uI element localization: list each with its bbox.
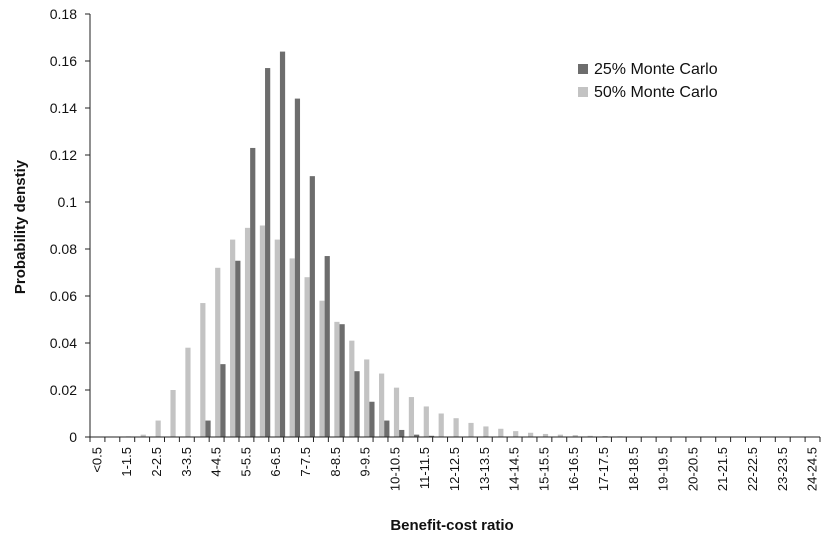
x-tick-label: 16-16.5 (566, 447, 581, 491)
x-tick-label: 21-21.5 (715, 447, 730, 491)
x-tick-label: 2-2.5 (149, 447, 164, 477)
x-tick-label: 4-4.5 (209, 447, 224, 477)
x-axis-title: Benefit-cost ratio (390, 517, 513, 534)
y-axis-title: Probability denstiy (12, 159, 29, 294)
bar (393, 387, 400, 437)
bar (468, 422, 474, 437)
bar (587, 435, 593, 437)
legend-swatch (578, 64, 588, 74)
x-tick-label: 9-9.5 (358, 447, 373, 477)
bar (339, 324, 345, 437)
legend-label: 25% Monte Carlo (594, 61, 718, 78)
y-tick-label: 0.12 (50, 147, 77, 163)
x-tick-label: 23-23.5 (775, 447, 790, 491)
bar (274, 239, 280, 437)
bar (428, 435, 435, 437)
x-tick-label: 24-24.5 (805, 447, 820, 491)
x-tick-label: 10-10.5 (387, 447, 402, 491)
bar (364, 359, 370, 437)
bar (399, 429, 405, 437)
bar (542, 433, 549, 437)
x-tick-label: 13-13.5 (477, 447, 492, 491)
y-tick-label: 0.02 (50, 382, 77, 398)
x-tick-label: <0.5 (89, 447, 104, 473)
bar (220, 364, 226, 437)
x-tick-label: 22-22.5 (745, 447, 760, 491)
x-tick-label: 5-5.5 (238, 447, 253, 477)
bar (205, 420, 211, 437)
bar (185, 347, 191, 437)
ticks-layer: 0 0.02 0.04 0.06 0.08 0.1 0.12 0.14 0.16 0.18 <0.5… (50, 6, 821, 491)
bar (384, 420, 390, 437)
x-tick-label: 11-11.5 (417, 447, 432, 489)
bar (244, 227, 251, 437)
bar (379, 373, 385, 437)
bar (354, 371, 360, 437)
x-tick-label: 3-3.5 (179, 447, 194, 477)
bar (140, 434, 146, 437)
bar (349, 340, 355, 437)
bar (483, 426, 489, 437)
y-tick-label: 0 (69, 429, 77, 445)
y-tick-label: 0.1 (58, 194, 78, 210)
y-tick-label: 0.06 (50, 288, 77, 304)
y-tick-label: 0.14 (50, 100, 77, 116)
bars-layer (125, 51, 668, 438)
bar (279, 51, 286, 437)
legend-swatch (578, 87, 588, 97)
x-tick-label: 14-14.5 (507, 447, 522, 491)
bar (528, 432, 534, 437)
bar (294, 98, 301, 437)
x-tick-label: 7-7.5 (298, 447, 313, 477)
x-tick-label: 17-17.5 (596, 447, 611, 491)
bar (453, 418, 459, 437)
bar (309, 176, 315, 437)
bar (324, 256, 330, 437)
bar (230, 239, 236, 437)
x-tick-label: 6-6.5 (268, 447, 283, 477)
bar (557, 434, 563, 437)
bar (235, 260, 241, 437)
bar (414, 434, 420, 437)
bar (200, 303, 206, 437)
bar (289, 258, 295, 437)
x-tick-label: 1-1.5 (119, 447, 134, 477)
x-tick-label: 18-18.5 (626, 447, 641, 491)
x-tick-label: 19-19.5 (656, 447, 671, 491)
bar (259, 225, 266, 437)
y-tick-label: 0.18 (50, 6, 77, 22)
x-tick-label: 12-12.5 (447, 447, 462, 491)
y-tick-label: 0.08 (50, 241, 77, 257)
bar (304, 277, 310, 437)
bar (513, 431, 519, 438)
bar (155, 420, 161, 437)
legend-label: 50% Monte Carlo (594, 84, 718, 101)
bar (498, 428, 504, 437)
x-tick-label: 20-20.5 (685, 447, 700, 491)
bar (423, 406, 429, 437)
bar (369, 401, 375, 437)
bar (572, 435, 578, 437)
bar (250, 147, 256, 437)
axes-layer (89, 14, 820, 438)
bar (334, 321, 340, 437)
y-tick-label: 0.04 (50, 335, 77, 351)
legend: 25% Monte Carlo 50% Monte Carlo (578, 61, 718, 101)
y-tick-label: 0.16 (50, 53, 77, 69)
x-tick-label: 15-15.5 (536, 447, 551, 491)
bar (319, 300, 325, 437)
bar (438, 413, 444, 437)
bar (408, 397, 415, 437)
bar (215, 267, 221, 437)
x-tick-label: 8-8.5 (328, 447, 343, 477)
bar (170, 390, 176, 437)
bar (265, 68, 271, 438)
